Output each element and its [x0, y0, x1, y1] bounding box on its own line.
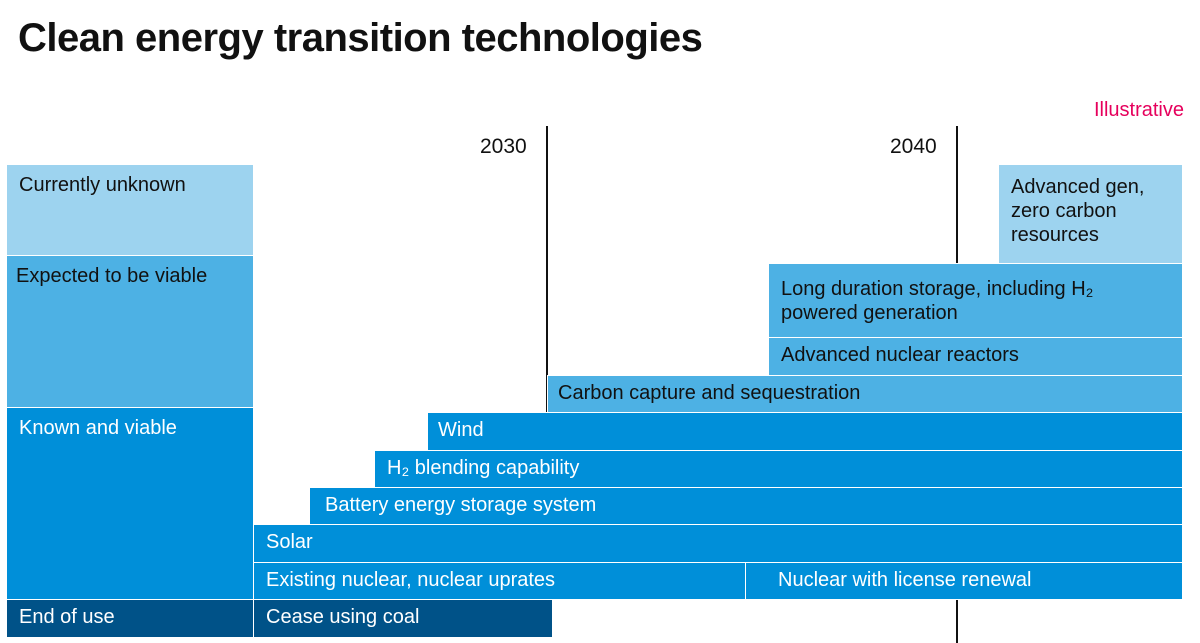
- category-label: End of use: [19, 606, 115, 628]
- year-line-2030: [546, 126, 548, 412]
- bar-label: Nuclear with license renewal: [778, 569, 1032, 591]
- bar-label: Advanced nuclear reactors: [781, 344, 1019, 366]
- bar-label: Long duration storage, including H₂ powe…: [781, 278, 1094, 324]
- bar-wind: Wind: [427, 412, 1183, 451]
- year-line-2040: [956, 126, 958, 264]
- bar-long-duration-storage: Long duration storage, including H₂ powe…: [768, 263, 1183, 338]
- bar-label: Advanced gen, zero carbon resources: [1011, 176, 1145, 246]
- category-label: Expected to be viable: [16, 265, 208, 287]
- bar-label: H₂ blending capability: [387, 457, 580, 479]
- bar-existing-nuclear: Existing nuclear, nuclear uprates: [253, 562, 746, 600]
- bar-label: Cease using coal: [266, 606, 420, 628]
- bar-label: Existing nuclear, nuclear uprates: [266, 569, 556, 591]
- bar-label: Solar: [266, 531, 313, 553]
- bar-advanced-nuclear: Advanced nuclear reactors: [768, 337, 1183, 376]
- bar-label: Carbon capture and sequestration: [558, 382, 861, 404]
- year-line-2040-lower: [956, 599, 958, 643]
- category-label: Currently unknown: [19, 174, 186, 196]
- page-title: Clean energy transition technologies: [18, 16, 703, 60]
- year-label-2030: 2030: [480, 135, 527, 158]
- bar-cease-coal: Cease using coal: [253, 599, 553, 638]
- category-known-viable: Known and viable: [6, 407, 254, 600]
- bar-solar: Solar: [253, 524, 1183, 563]
- category-end-of-use: End of use: [6, 599, 254, 638]
- category-label: Known and viable: [19, 417, 177, 439]
- bar-label: Wind: [438, 419, 484, 441]
- illustrative-note: Illustrative: [1093, 99, 1184, 121]
- bar-label: Battery energy storage system: [325, 494, 597, 516]
- bar-h2-blending: H₂ blending capability: [374, 450, 1183, 488]
- category-expected-viable: Expected to be viable: [6, 255, 254, 408]
- year-label-2040: 2040: [890, 135, 937, 158]
- category-currently-unknown: Currently unknown: [6, 164, 254, 256]
- bar-battery-storage: Battery energy storage system: [309, 487, 1183, 525]
- bar-nuclear-license-renewal: Nuclear with license renewal: [745, 562, 1183, 600]
- bar-advanced-gen: Advanced gen, zero carbon resources: [998, 164, 1183, 264]
- bar-carbon-capture: Carbon capture and sequestration: [547, 375, 1183, 413]
